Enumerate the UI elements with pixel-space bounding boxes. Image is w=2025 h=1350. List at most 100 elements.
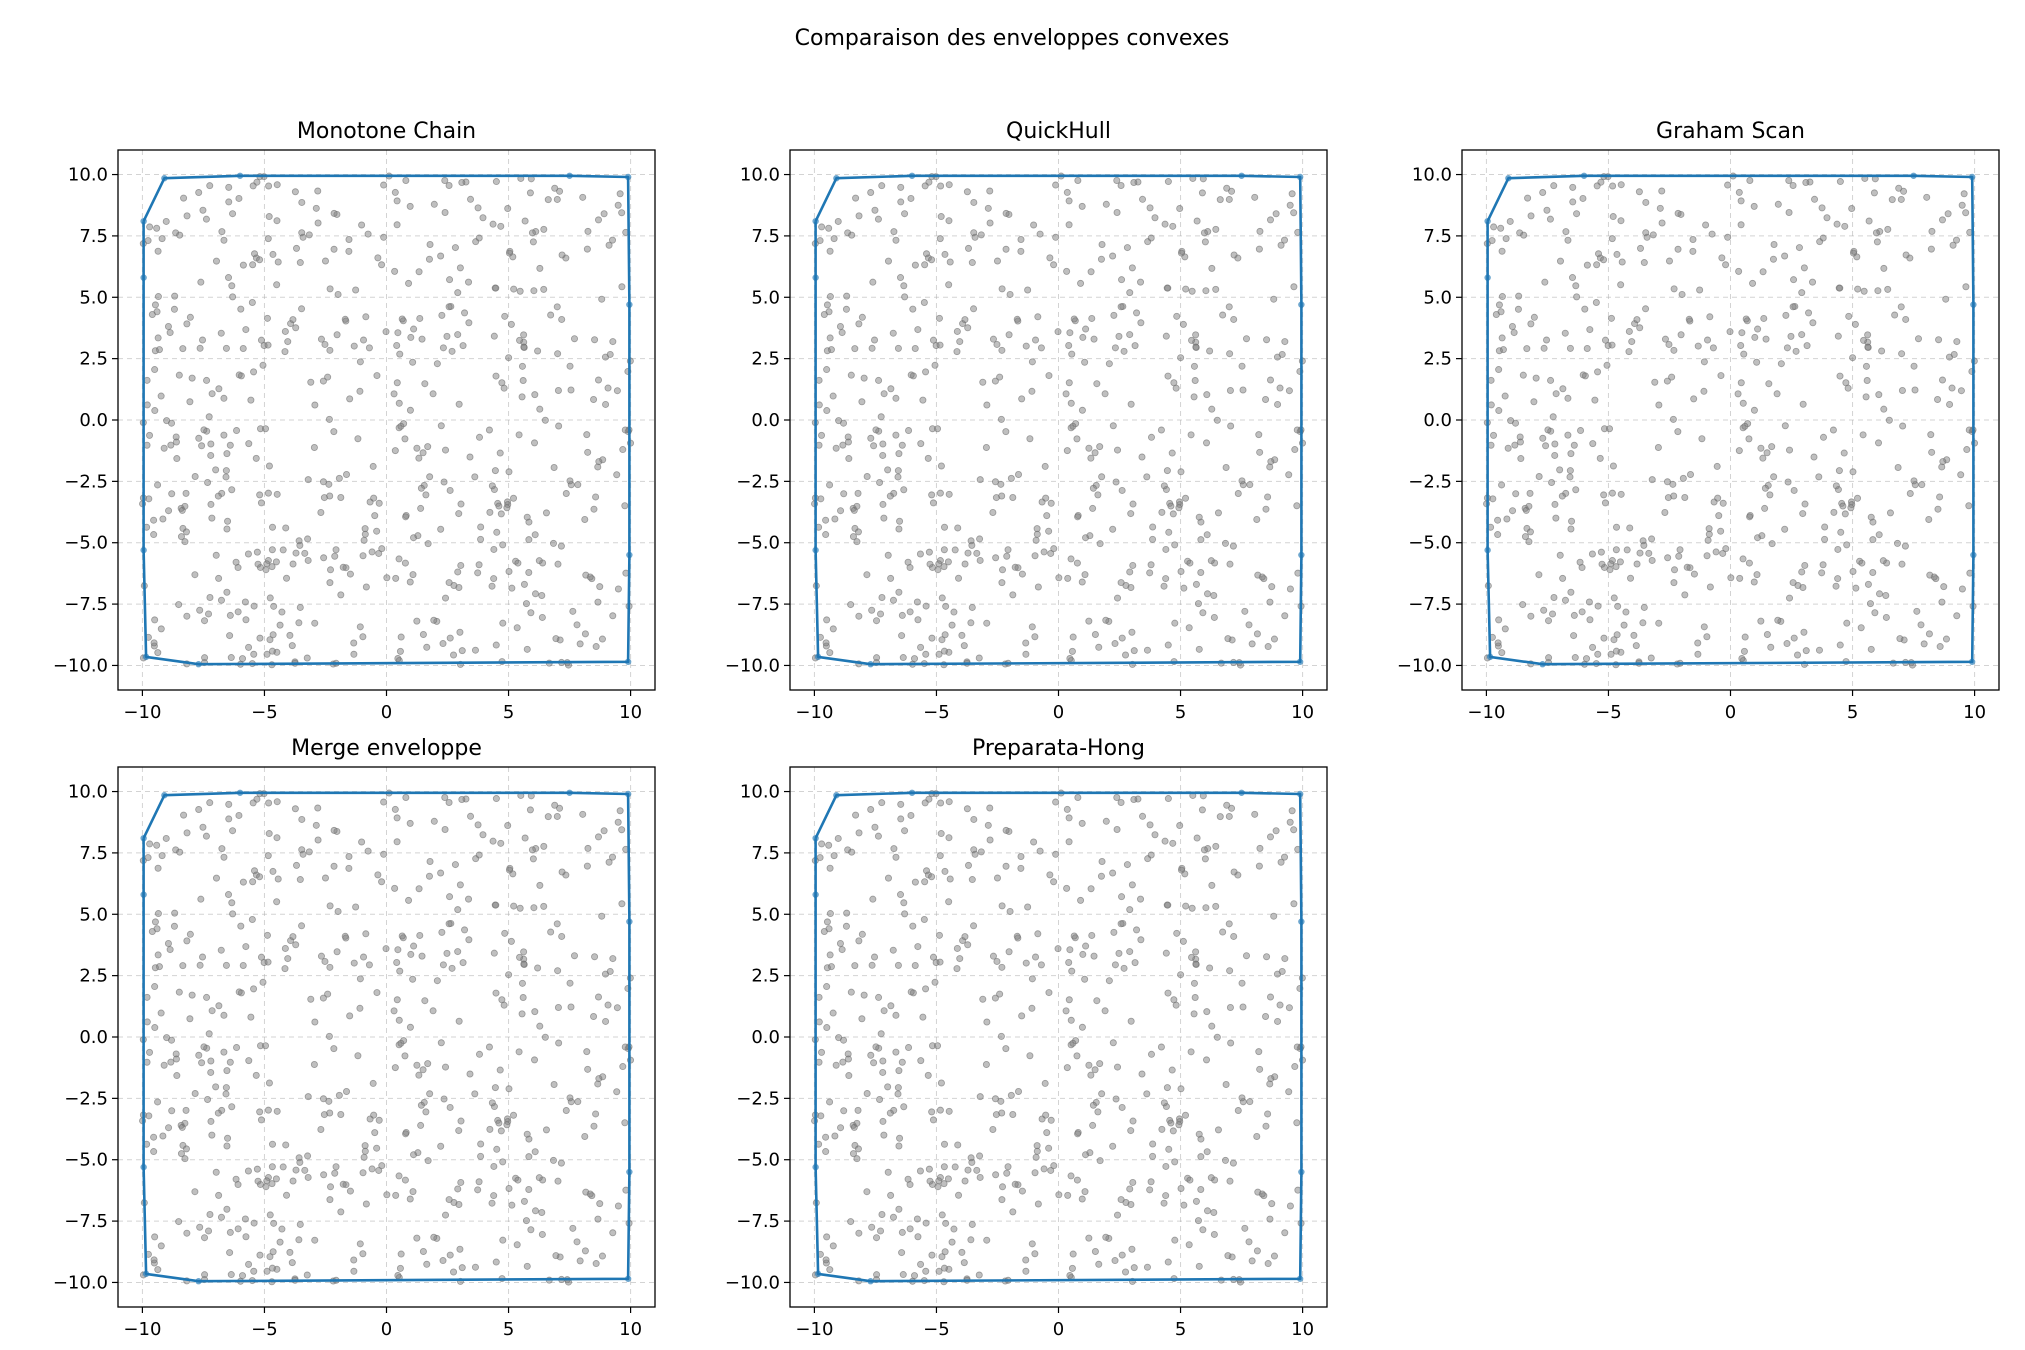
data-point <box>439 1257 447 1265</box>
data-point <box>818 1048 826 1056</box>
data-point <box>941 523 949 531</box>
data-point <box>880 1131 888 1139</box>
data-point <box>1118 1251 1126 1259</box>
data-point <box>1957 471 1965 479</box>
data-point <box>298 815 306 823</box>
data-point <box>1171 541 1179 549</box>
data-point <box>197 278 205 286</box>
data-point <box>1670 346 1678 354</box>
data-point <box>183 612 191 620</box>
data-point <box>914 943 922 951</box>
data-point <box>1046 871 1054 879</box>
data-point <box>1143 1263 1151 1271</box>
data-point <box>566 362 574 370</box>
data-point <box>838 946 846 954</box>
data-point <box>490 575 498 583</box>
data-point <box>1004 1163 1012 1171</box>
data-point <box>1109 1039 1117 1047</box>
data-point <box>295 619 303 627</box>
data-point <box>584 448 592 456</box>
data-point <box>1219 311 1227 319</box>
data-point <box>352 903 360 911</box>
data-point <box>179 962 187 970</box>
data-point <box>1190 393 1198 401</box>
data-point <box>1636 549 1644 557</box>
data-point <box>1962 209 1970 217</box>
data-point <box>613 387 621 395</box>
data-point <box>1864 331 1872 339</box>
data-point <box>519 377 527 385</box>
data-point <box>569 607 577 615</box>
data-point <box>998 492 1006 500</box>
data-point <box>1277 241 1285 249</box>
data-point <box>354 1052 362 1060</box>
data-point <box>1670 285 1678 293</box>
hull-vertex <box>566 789 573 796</box>
data-point <box>1165 528 1173 536</box>
data-point <box>1834 545 1842 553</box>
data-point <box>289 560 297 568</box>
data-point <box>188 374 196 382</box>
data-point <box>618 900 626 908</box>
data-point <box>1501 392 1509 400</box>
data-point <box>1690 570 1698 578</box>
data-point <box>937 462 945 470</box>
data-point <box>263 1267 271 1275</box>
data-point <box>1151 831 1159 839</box>
data-point <box>911 962 919 970</box>
data-point <box>905 427 913 435</box>
data-point <box>1266 216 1274 224</box>
data-point <box>843 909 851 917</box>
data-point <box>1212 225 1220 233</box>
data-point <box>247 396 255 404</box>
data-point <box>1032 953 1040 961</box>
data-point <box>269 631 277 639</box>
data-point <box>441 176 449 184</box>
data-point <box>953 327 961 335</box>
data-point <box>1199 609 1207 617</box>
data-point <box>1022 1267 1030 1275</box>
data-point <box>899 654 907 662</box>
data-point <box>1286 585 1294 593</box>
data-point <box>225 800 233 808</box>
data-point <box>853 502 861 510</box>
data-point <box>402 176 410 184</box>
data-point <box>830 852 838 860</box>
data-point <box>518 1010 526 1018</box>
data-point <box>324 373 332 381</box>
data-point <box>1126 1185 1134 1193</box>
data-point <box>1858 559 1866 567</box>
data-point <box>154 247 162 255</box>
data-point <box>1600 634 1608 642</box>
data-point <box>1567 588 1575 596</box>
data-point <box>979 995 987 1003</box>
data-point <box>1552 390 1560 398</box>
data-point <box>1867 645 1875 653</box>
data-point <box>181 1119 189 1127</box>
data-point <box>269 1248 277 1256</box>
data-point <box>1050 1162 1058 1170</box>
data-point <box>1962 283 1970 291</box>
data-point <box>986 187 994 195</box>
data-point <box>217 596 225 604</box>
data-point <box>171 909 179 917</box>
data-point <box>1241 607 1249 615</box>
data-point <box>1009 1110 1017 1118</box>
data-point <box>346 395 354 403</box>
data-point <box>1770 241 1778 249</box>
data-point <box>345 247 353 255</box>
data-point <box>1034 930 1042 938</box>
data-point <box>894 961 902 969</box>
data-point <box>847 1218 855 1226</box>
data-point <box>177 533 185 541</box>
data-point <box>877 1030 885 1038</box>
data-point <box>1214 509 1222 517</box>
data-point <box>337 1110 345 1118</box>
data-point <box>1230 251 1238 259</box>
data-point <box>1089 484 1097 492</box>
data-point <box>955 1191 963 1199</box>
data-point <box>1709 344 1717 352</box>
data-point <box>421 380 429 388</box>
data-point <box>1127 1127 1135 1135</box>
data-point <box>1068 647 1076 655</box>
